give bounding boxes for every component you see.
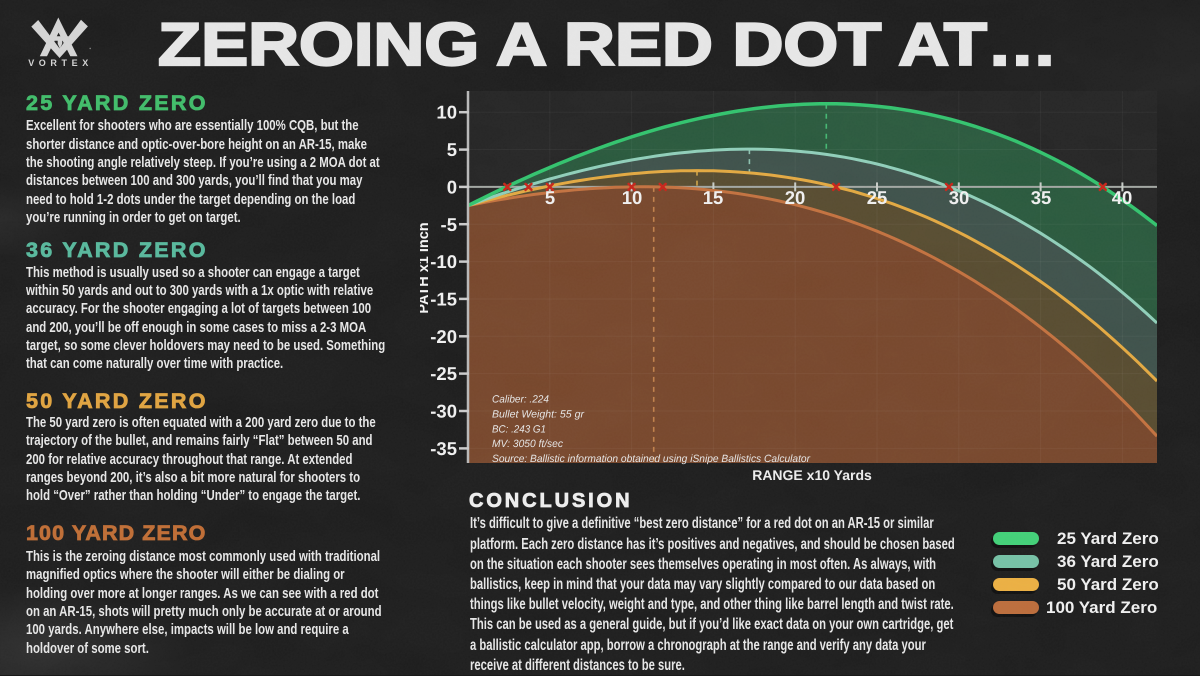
- svg-text:-35: -35: [430, 438, 457, 459]
- svg-text:-25: -25: [430, 363, 457, 384]
- svg-text:Bullet Weight: 55 gr: Bullet Weight: 55 gr: [492, 408, 584, 420]
- svg-text:-5: -5: [441, 214, 457, 235]
- svg-text:Source: Ballistic information: Source: Ballistic information obtained u…: [492, 453, 810, 465]
- svg-text:-30: -30: [430, 401, 457, 422]
- svg-text:10: 10: [622, 187, 643, 208]
- svg-text:35: 35: [1031, 187, 1052, 208]
- svg-text:15: 15: [703, 187, 724, 208]
- svg-text:-20: -20: [430, 326, 457, 347]
- svg-text:RANGE x10 Yards: RANGE x10 Yards: [752, 467, 872, 483]
- svg-text:BC: .243 G1: BC: .243 G1: [492, 423, 546, 435]
- svg-text:-15: -15: [430, 288, 457, 309]
- svg-text:5: 5: [545, 187, 555, 208]
- svg-text:25: 25: [867, 187, 888, 208]
- svg-text:20: 20: [785, 187, 806, 208]
- svg-text:30: 30: [949, 187, 970, 208]
- svg-text:40: 40: [1112, 187, 1133, 208]
- svg-text:0: 0: [447, 176, 457, 197]
- svg-text:PATH x1 Inch: PATH x1 Inch: [420, 222, 432, 313]
- svg-text:MV: 3050 ft/sec: MV: 3050 ft/sec: [492, 438, 564, 450]
- svg-text:-10: -10: [430, 251, 457, 272]
- svg-text:10: 10: [436, 102, 457, 123]
- svg-text:5: 5: [447, 139, 457, 160]
- svg-text:Caliber: .224: Caliber: .224: [492, 393, 549, 405]
